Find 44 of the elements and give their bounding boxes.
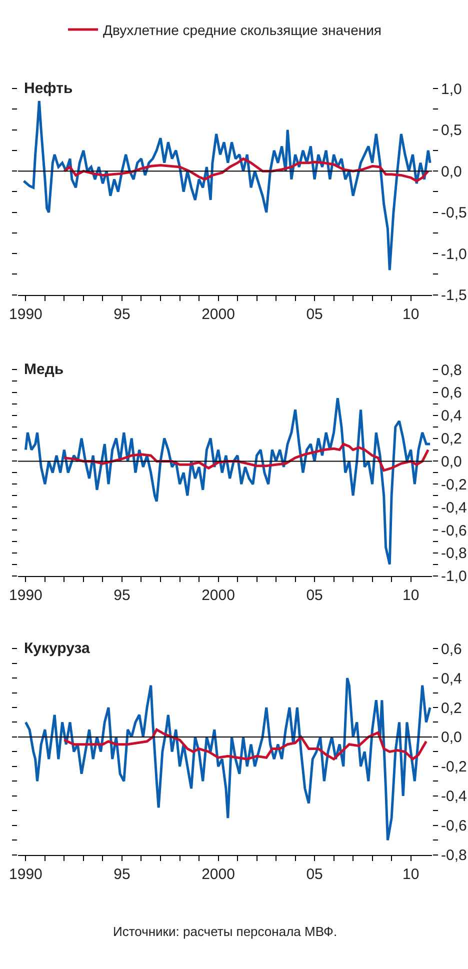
y-tick-label: 0,5	[441, 122, 462, 140]
y-tick-label: -1,0	[441, 246, 467, 263]
y-tick-label: 0,0	[441, 453, 462, 470]
chart-title: Медь	[24, 361, 64, 378]
y-tick-label: -0,4	[441, 499, 467, 516]
y-tick-label: 0,2	[441, 700, 462, 717]
y-tick-label: -0,5	[441, 204, 467, 222]
y-tick-label: -0,2	[441, 476, 467, 494]
x-tick-label: 95	[114, 586, 130, 604]
y-tick-label: 0,4	[441, 670, 462, 688]
y-tick-label: -0,8	[441, 847, 467, 864]
chart-title: Кукуруза	[24, 640, 91, 657]
y-tick-label: 0,0	[441, 163, 462, 180]
x-tick-label: 05	[306, 586, 323, 604]
x-tick-label: 2000	[202, 586, 235, 604]
y-tick-label: -0,4	[441, 788, 467, 806]
y-tick-label: 0,6	[441, 640, 462, 658]
y-tick-label: 0,2	[441, 430, 462, 448]
x-tick-label: 2000	[202, 306, 235, 323]
chart-title: Нефть	[24, 80, 73, 97]
x-tick-label: 05	[306, 866, 323, 883]
y-tick-label: 0,0	[441, 729, 462, 746]
y-tick-label: -0,2	[441, 758, 467, 776]
y-tick-label: 0,6	[441, 384, 462, 402]
x-tick-label: 1990	[9, 586, 42, 604]
x-tick-label: 95	[114, 866, 130, 883]
x-tick-label: 10	[402, 306, 420, 323]
y-tick-label: -0,6	[441, 818, 467, 835]
y-tick-label: -1,5	[441, 287, 467, 304]
y-tick-label: -0,8	[441, 545, 467, 562]
y-tick-label: 1,0	[441, 80, 462, 98]
x-tick-label: 95	[114, 306, 130, 323]
legend-label: Двухлетние средние скользящие значения	[103, 22, 382, 38]
x-tick-label: 1990	[9, 306, 42, 323]
text: Источники: расчеты персонала МВФ.	[113, 924, 338, 939]
x-tick-label: 2000	[202, 866, 235, 883]
y-tick-label: 0,4	[441, 408, 462, 425]
y-tick-label: 0,8	[441, 362, 462, 379]
y-tick-label: -1,0	[441, 568, 467, 586]
x-tick-label: 1990	[9, 866, 42, 883]
y-tick-label: -0,6	[441, 522, 467, 540]
x-tick-label: 05	[306, 306, 323, 323]
x-tick-label: 10	[402, 586, 420, 604]
x-tick-label: 10	[402, 866, 420, 883]
